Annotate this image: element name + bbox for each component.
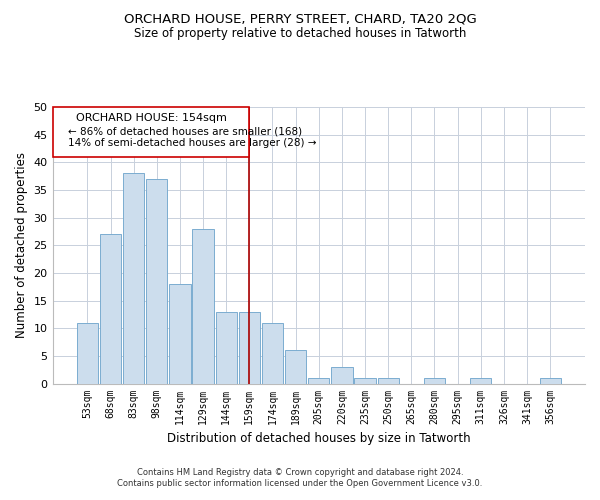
Bar <box>239 312 260 384</box>
Text: Size of property relative to detached houses in Tatworth: Size of property relative to detached ho… <box>134 28 466 40</box>
Bar <box>308 378 329 384</box>
Bar <box>77 322 98 384</box>
Text: 14% of semi-detached houses are larger (28) →: 14% of semi-detached houses are larger (… <box>68 138 316 148</box>
Bar <box>470 378 491 384</box>
Text: ORCHARD HOUSE: 154sqm: ORCHARD HOUSE: 154sqm <box>76 113 226 123</box>
Bar <box>377 378 399 384</box>
Bar <box>123 174 145 384</box>
Bar <box>169 284 191 384</box>
Bar <box>215 312 237 384</box>
Bar <box>146 179 167 384</box>
Bar <box>262 322 283 384</box>
Bar <box>100 234 121 384</box>
Bar <box>331 367 353 384</box>
X-axis label: Distribution of detached houses by size in Tatworth: Distribution of detached houses by size … <box>167 432 470 445</box>
Bar <box>539 378 561 384</box>
Bar <box>285 350 306 384</box>
Text: Contains HM Land Registry data © Crown copyright and database right 2024.
Contai: Contains HM Land Registry data © Crown c… <box>118 468 482 487</box>
Text: ORCHARD HOUSE, PERRY STREET, CHARD, TA20 2QG: ORCHARD HOUSE, PERRY STREET, CHARD, TA20… <box>0 499 1 500</box>
Bar <box>355 378 376 384</box>
Bar <box>424 378 445 384</box>
Bar <box>193 228 214 384</box>
Y-axis label: Number of detached properties: Number of detached properties <box>15 152 28 338</box>
Text: ← 86% of detached houses are smaller (168): ← 86% of detached houses are smaller (16… <box>68 126 302 136</box>
Text: ORCHARD HOUSE, PERRY STREET, CHARD, TA20 2QG: ORCHARD HOUSE, PERRY STREET, CHARD, TA20… <box>124 12 476 26</box>
